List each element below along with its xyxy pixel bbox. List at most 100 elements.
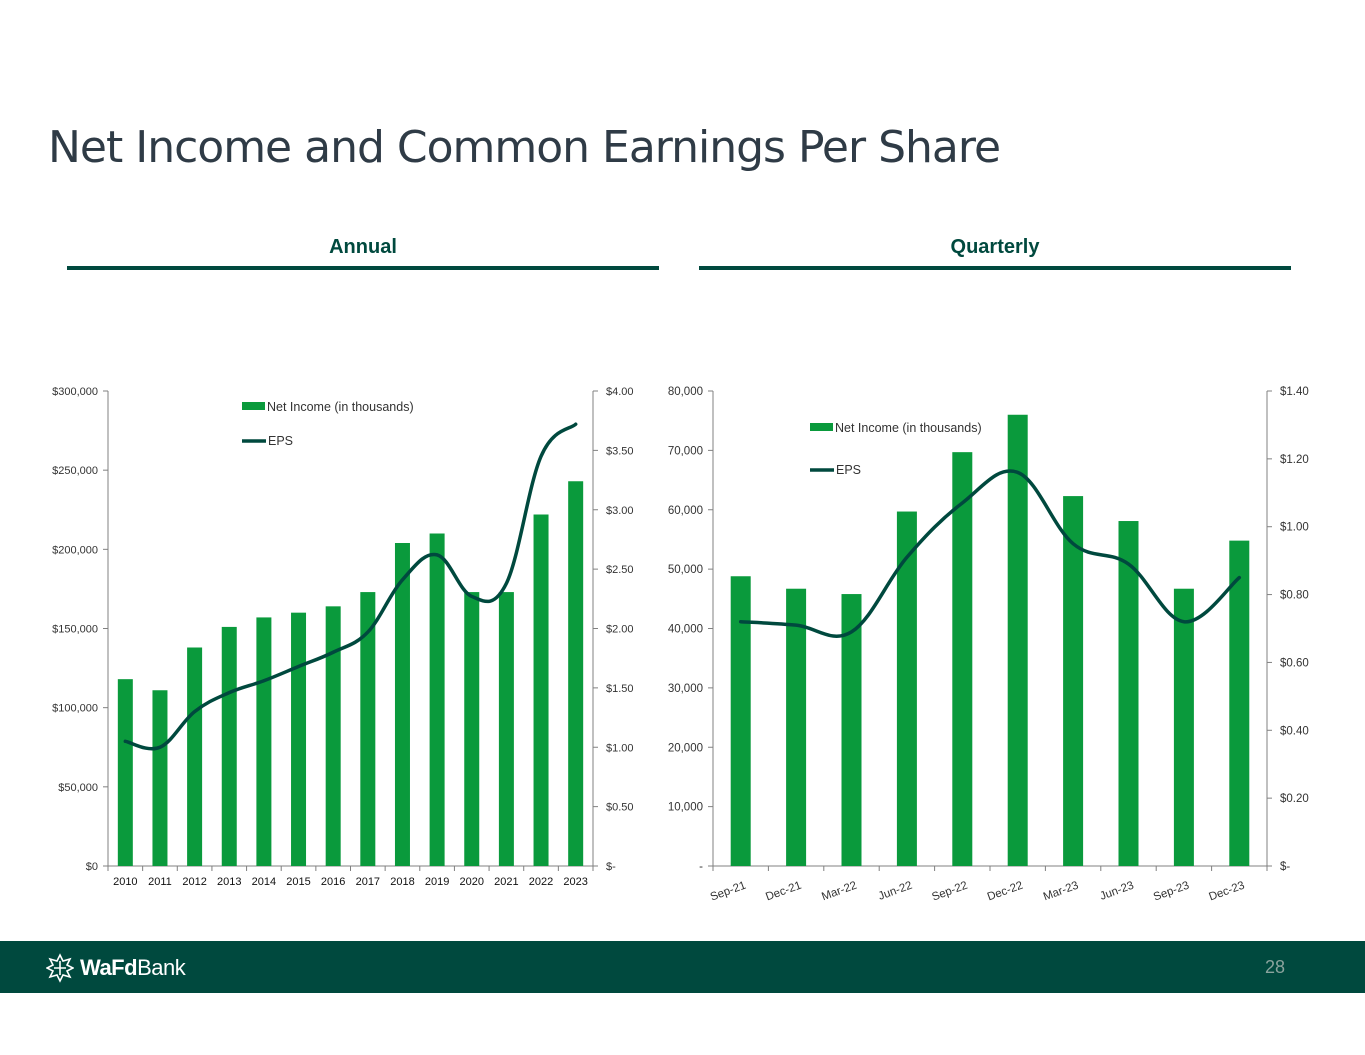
annual-x-tick-label: 2022 (529, 876, 553, 888)
annual-bar (429, 533, 445, 866)
annual-bar (533, 514, 549, 866)
quarterly-legend-bar-label: Net Income (in thousands) (835, 421, 982, 435)
annual-right-tick-label: $3.50 (606, 445, 634, 457)
quarterly-bar (1173, 588, 1194, 866)
annual-x-tick-label: 2011 (148, 876, 172, 888)
annual-left-tick-label: $300,000 (52, 386, 98, 398)
quarterly-right-tick-label: $0.20 (1280, 793, 1309, 805)
annual-right-tick-label: $4.00 (606, 386, 634, 398)
quarterly-left-tick-label: 20,000 (668, 742, 703, 754)
wafd-leaf-icon (46, 953, 74, 983)
quarterly-x-tick-label: Sep-22 (930, 880, 969, 904)
quarterly-x-tick-label: Dec-23 (1207, 880, 1246, 904)
quarterly-right-tick-label: $- (1280, 861, 1290, 873)
quarterly-left-tick-label: 10,000 (668, 802, 703, 814)
annual-x-tick-label: 2023 (563, 876, 587, 888)
page-title: Net Income and Common Earnings Per Share (48, 122, 1001, 173)
quarterly-right-tick-label: $1.40 (1280, 386, 1309, 398)
annual-x-tick-label: 2012 (182, 876, 206, 888)
annual-left-tick-label: $250,000 (52, 465, 98, 477)
logo-wordmark: WaFdBank (80, 955, 186, 981)
annual-left-tick-label: $150,000 (52, 624, 98, 636)
annual-x-tick-label: 2013 (217, 876, 241, 888)
annual-left-tick-label: $50,000 (58, 782, 98, 794)
annual-heading: Annual (329, 236, 397, 258)
annual-legend-line-label: EPS (268, 434, 293, 448)
logo: WaFdBank (46, 953, 186, 983)
quarterly-bar (1229, 540, 1250, 866)
annual-bar (221, 626, 237, 866)
quarterly-left-tick-label: 80,000 (668, 386, 703, 398)
quarterly-right-tick-label: $1.00 (1280, 522, 1309, 534)
quarterly-bar (841, 594, 862, 866)
annual-bar (325, 606, 341, 866)
annual-x-tick-label: 2017 (356, 876, 380, 888)
quarterly-x-tick-label: Sep-21 (709, 880, 748, 904)
annual-right-tick-label: $- (606, 861, 616, 873)
quarterly-bar (786, 588, 807, 866)
quarterly-x-tick-label: Sep-23 (1152, 880, 1191, 904)
quarterly-left-tick-label: 50,000 (668, 564, 703, 576)
quarterly-x-tick-label: Jun-23 (1098, 880, 1135, 903)
annual-heading-rule (67, 266, 659, 270)
quarterly-left-tick-label: 40,000 (668, 624, 703, 636)
footer-bar: WaFdBank 28 (0, 941, 1365, 993)
annual-left-tick-label: $100,000 (52, 703, 98, 715)
quarterly-bar (1118, 521, 1139, 866)
annual-eps-line (123, 422, 578, 751)
annual-left-tick-label: $200,000 (52, 544, 98, 556)
quarterly-x-tick-label: Mar-22 (820, 880, 858, 904)
annual-right-tick-label: $1.00 (606, 742, 634, 754)
logo-bold: WaFd (80, 955, 138, 980)
quarterly-right-tick-label: $1.20 (1280, 454, 1309, 466)
annual-legend-bar-label: Net Income (in thousands) (267, 400, 414, 414)
quarterly-right-tick-label: $0.80 (1280, 590, 1309, 602)
quarterly-bar (952, 452, 973, 866)
annual-legend-bar-swatch (242, 402, 265, 410)
annual-bar (568, 481, 584, 866)
quarterly-bar (1007, 414, 1028, 866)
annual-bar (498, 592, 514, 866)
quarterly-right-tick-label: $0.40 (1280, 725, 1309, 737)
quarterly-legend-line-label: EPS (836, 463, 861, 477)
annual-x-tick-label: 2021 (494, 876, 518, 888)
quarterly-x-tick-label: Dec-22 (986, 880, 1025, 904)
quarterly-bar (1063, 496, 1084, 866)
annual-x-tick-label: 2016 (321, 876, 345, 888)
annual-x-tick-label: 2020 (460, 876, 484, 888)
annual-x-tick-label: 2018 (390, 876, 414, 888)
quarterly-left-tick-label: 30,000 (668, 683, 703, 695)
annual-x-tick-label: 2014 (252, 876, 276, 888)
quarterly-x-tick-label: Mar-23 (1042, 880, 1080, 904)
quarterly-bar (896, 511, 917, 866)
annual-bar (187, 647, 203, 866)
quarterly-x-tick-label: Dec-21 (764, 880, 803, 904)
page-number: 28 (1264, 957, 1285, 977)
quarterly-legend-bar-swatch (810, 423, 833, 431)
annual-x-tick-label: 2015 (286, 876, 310, 888)
quarterly-x-tick-label: Jun-22 (877, 880, 914, 903)
annual-left-tick-label: $0 (86, 861, 98, 873)
annual-bar (152, 690, 168, 866)
quarterly-heading-rule (699, 266, 1291, 270)
annual-x-tick-label: 2019 (425, 876, 449, 888)
quarterly-eps-line (738, 469, 1242, 638)
annual-bar (291, 612, 307, 866)
quarterly-left-tick-label: 60,000 (668, 505, 703, 517)
quarterly-bar (730, 576, 751, 866)
annual-bar (464, 592, 480, 866)
annual-right-tick-label: $2.50 (606, 564, 634, 576)
annual-right-tick-label: $3.00 (606, 505, 634, 517)
annual-bar (117, 679, 133, 866)
annual-x-tick-label: 2010 (113, 876, 137, 888)
quarterly-right-tick-label: $0.60 (1280, 657, 1309, 669)
annual-right-tick-label: $2.00 (606, 624, 634, 636)
quarterly-left-tick-label: 70,000 (668, 445, 703, 457)
logo-regular: Bank (137, 955, 186, 980)
annual-bar (394, 543, 410, 866)
annual-bar (360, 592, 376, 866)
quarterly-heading: Quarterly (950, 236, 1040, 258)
quarterly-left-tick-label: - (699, 861, 703, 873)
annual-right-tick-label: $1.50 (606, 683, 634, 695)
annual-right-tick-label: $0.50 (606, 802, 634, 814)
